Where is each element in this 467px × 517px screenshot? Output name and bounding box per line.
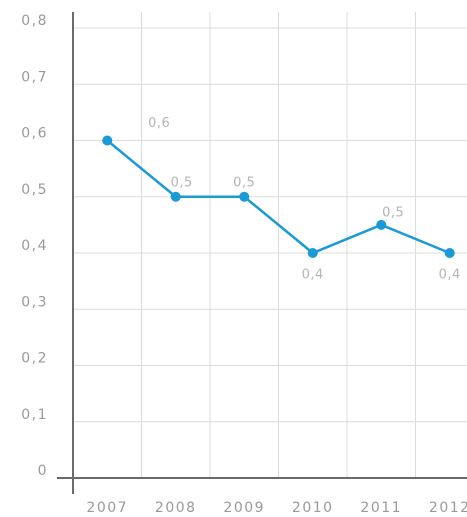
data-point xyxy=(239,191,250,202)
x-tick-label: 2010 xyxy=(292,500,334,516)
y-tick-label: 0,2 xyxy=(21,351,48,367)
y-tick-label: 0,4 xyxy=(21,238,48,254)
y-tick-label: 0 xyxy=(38,463,48,479)
x-tick-label: 2007 xyxy=(86,500,128,516)
y-tick-label: 0,1 xyxy=(21,407,48,423)
data-label: 0,6 xyxy=(148,116,170,131)
x-tick-label: 2012 xyxy=(429,500,467,516)
data-label: 0,5 xyxy=(233,175,255,190)
x-tick-label: 2008 xyxy=(155,500,197,516)
data-label: 0,5 xyxy=(382,205,404,220)
y-tick-label: 0,7 xyxy=(21,69,48,85)
line-series xyxy=(106,139,451,255)
y-tick-label: 0,3 xyxy=(21,294,48,310)
data-point xyxy=(307,248,318,258)
data-point xyxy=(102,135,113,146)
y-tick-label: 0,5 xyxy=(21,182,48,198)
data-label: 0,4 xyxy=(439,268,461,283)
data-point xyxy=(444,248,455,258)
y-tick-label: 0,8 xyxy=(21,13,48,29)
data-label: 0,5 xyxy=(171,175,193,190)
data-label: 0,4 xyxy=(302,268,324,283)
y-tick-label: 0,6 xyxy=(21,126,48,142)
data-point xyxy=(376,219,387,230)
x-tick-label: 2011 xyxy=(360,500,402,516)
x-tick-label: 2009 xyxy=(223,500,265,516)
data-point xyxy=(170,191,181,202)
